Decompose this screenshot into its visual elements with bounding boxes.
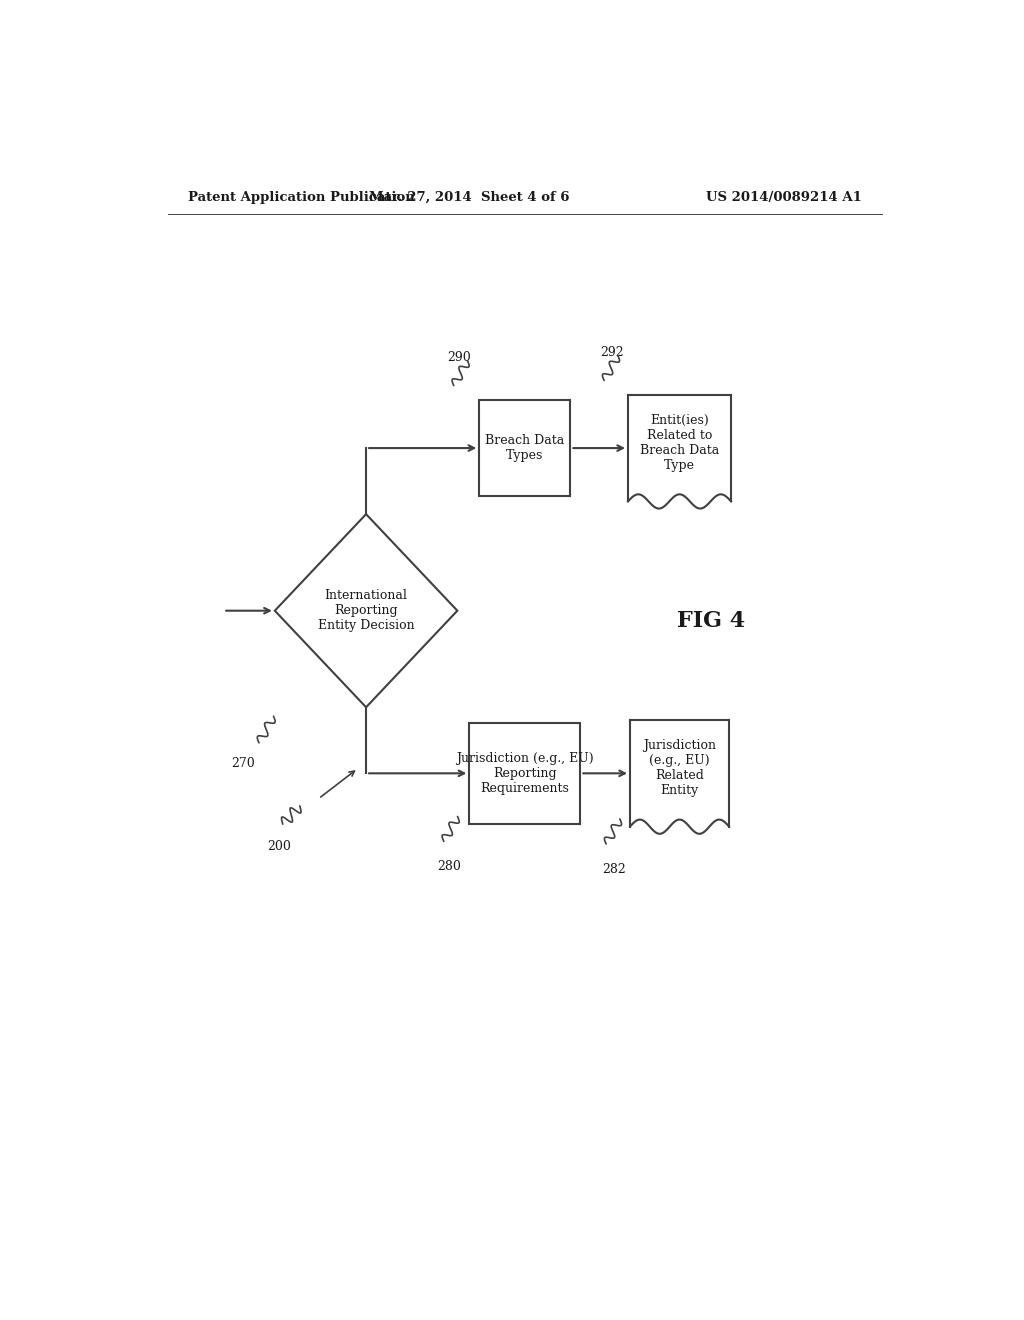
Polygon shape — [274, 515, 458, 708]
Bar — [630, 719, 729, 826]
Text: Entit(ies)
Related to
Breach Data
Type: Entit(ies) Related to Breach Data Type — [640, 414, 719, 473]
Text: 282: 282 — [602, 863, 626, 876]
Text: 270: 270 — [231, 756, 255, 770]
Text: Mar. 27, 2014  Sheet 4 of 6: Mar. 27, 2014 Sheet 4 of 6 — [369, 190, 569, 203]
Text: US 2014/0089214 A1: US 2014/0089214 A1 — [707, 190, 862, 203]
Text: 280: 280 — [437, 861, 462, 874]
Text: Patent Application Publication: Patent Application Publication — [187, 190, 415, 203]
Text: Jurisdiction
(e.g., EU)
Related
Entity: Jurisdiction (e.g., EU) Related Entity — [643, 739, 716, 797]
Text: 290: 290 — [447, 351, 471, 363]
Text: 200: 200 — [267, 840, 291, 853]
Text: Jurisdiction (e.g., EU)
Reporting
Requirements: Jurisdiction (e.g., EU) Reporting Requir… — [456, 752, 594, 795]
Text: 292: 292 — [600, 346, 624, 359]
Text: FIG 4: FIG 4 — [677, 610, 745, 632]
Text: International
Reporting
Entity Decision: International Reporting Entity Decision — [317, 589, 415, 632]
Bar — [628, 395, 731, 502]
Text: Breach Data
Types: Breach Data Types — [485, 434, 564, 462]
FancyBboxPatch shape — [469, 722, 581, 824]
FancyBboxPatch shape — [479, 400, 570, 496]
